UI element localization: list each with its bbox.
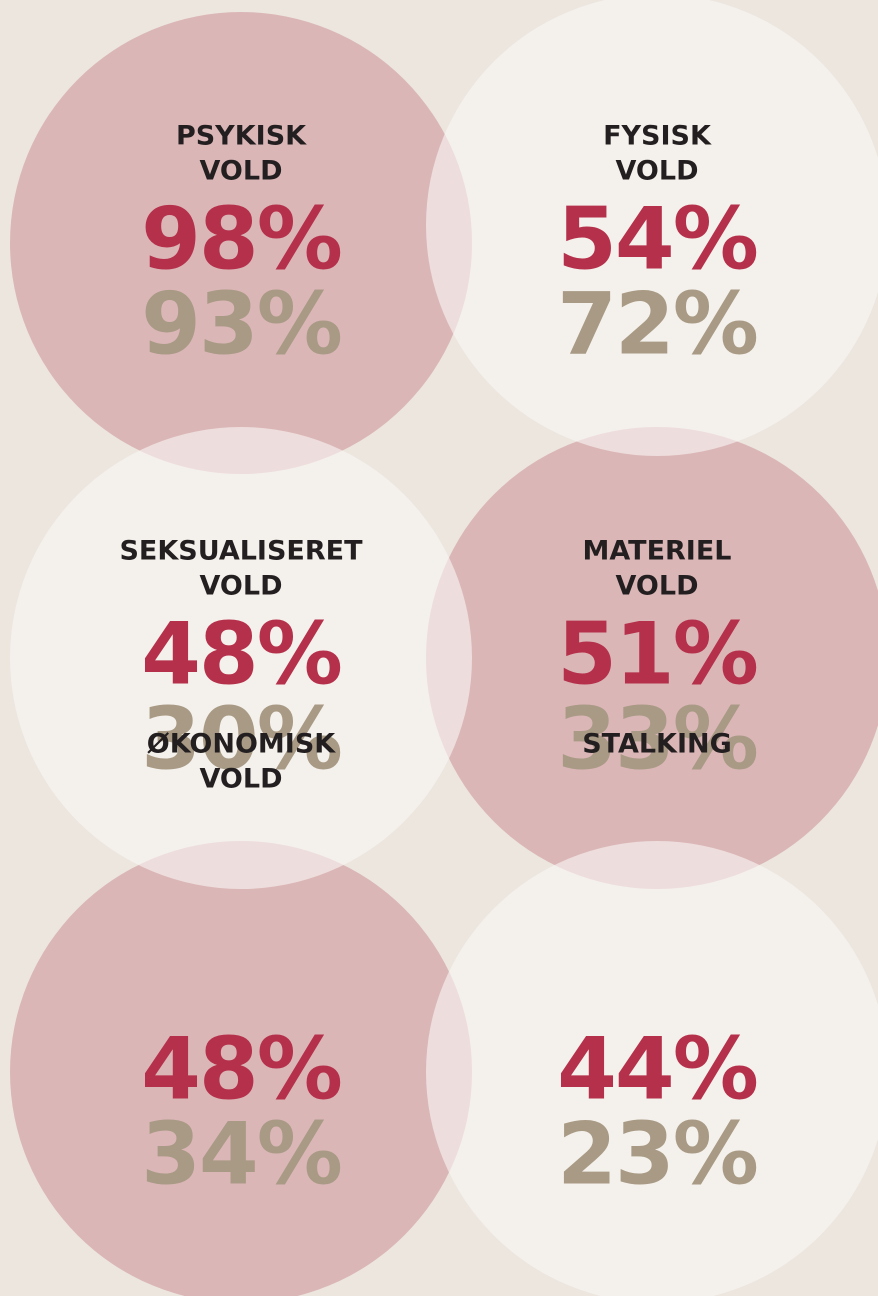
category-label: VOLD	[616, 571, 699, 602]
category-label: VOLD	[200, 764, 283, 795]
percentage: 23%	[557, 1104, 757, 1204]
category-label: MATERIEL	[582, 536, 731, 567]
percentage: 54%	[557, 189, 757, 289]
percentage: 51%	[557, 604, 757, 704]
category-label: VOLD	[200, 571, 283, 602]
category-label: STALKING	[582, 729, 732, 760]
percentage: 30%	[141, 689, 341, 789]
circle	[426, 0, 878, 456]
light-circles	[10, 0, 878, 1296]
circle	[10, 12, 472, 474]
category-label: FYSISK	[603, 121, 712, 152]
circle	[426, 427, 878, 889]
circle	[10, 841, 472, 1296]
category-label: VOLD	[616, 156, 699, 187]
percentage: 44%	[557, 1019, 757, 1119]
category-label: SEKSUALISERET	[119, 536, 363, 567]
pink-circles	[10, 12, 878, 1296]
percentage: 93%	[141, 274, 341, 374]
circle	[426, 841, 878, 1296]
percentage: 48%	[141, 604, 341, 704]
percentage: 33%	[557, 689, 757, 789]
category-label: PSYKISK	[176, 121, 307, 152]
texts: PSYKISKVOLD98%93%FYSISKVOLD54%72%SEKSUAL…	[119, 121, 758, 1205]
percentage: 72%	[557, 274, 757, 374]
percentage: 48%	[141, 1019, 341, 1119]
percentage: 98%	[141, 189, 341, 289]
circle	[10, 427, 472, 889]
category-label: ØKONOMISK	[147, 729, 337, 760]
category-label: VOLD	[200, 156, 283, 187]
percentage: 34%	[141, 1104, 341, 1204]
